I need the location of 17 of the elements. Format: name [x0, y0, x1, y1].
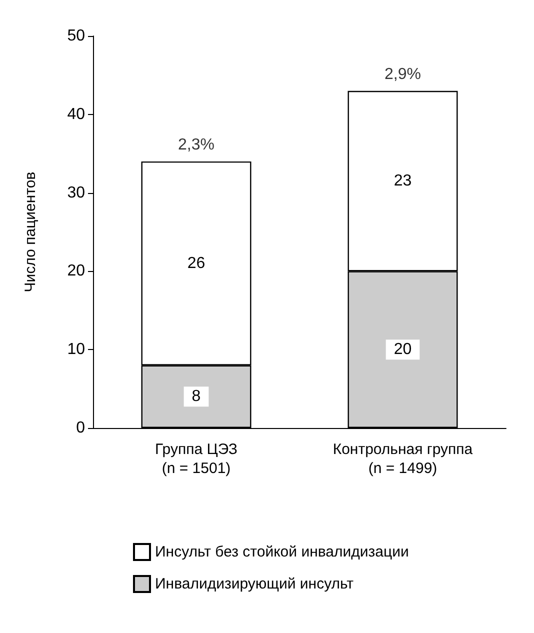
data-label: 23	[394, 172, 412, 190]
annotation: 2,9%	[384, 66, 421, 83]
annotation: 2,3%	[178, 136, 214, 154]
y-tick-label: 0	[76, 420, 86, 436]
x-tick-label: Группа ЦЭЗ (n = 1501)	[155, 441, 238, 477]
y-tick-label: 50	[67, 28, 86, 44]
y-tick-label: 40	[67, 106, 86, 123]
data-label: 26	[187, 254, 206, 272]
legend-label: Инвалидизирующий инсульт	[155, 576, 354, 592]
x-tick-label: Контрольная группа (n = 1499)	[332, 441, 474, 477]
data-label: 8	[192, 388, 201, 406]
data-label: 20	[394, 341, 412, 358]
y-tick-label: 30	[67, 184, 86, 202]
y-axis-title: Число пациентов	[22, 172, 39, 292]
y-tick-label: 10	[67, 341, 86, 358]
y-tick-label: 20	[67, 262, 86, 280]
legend-label: Инсульт без стойкой инвалидизации	[155, 544, 409, 560]
